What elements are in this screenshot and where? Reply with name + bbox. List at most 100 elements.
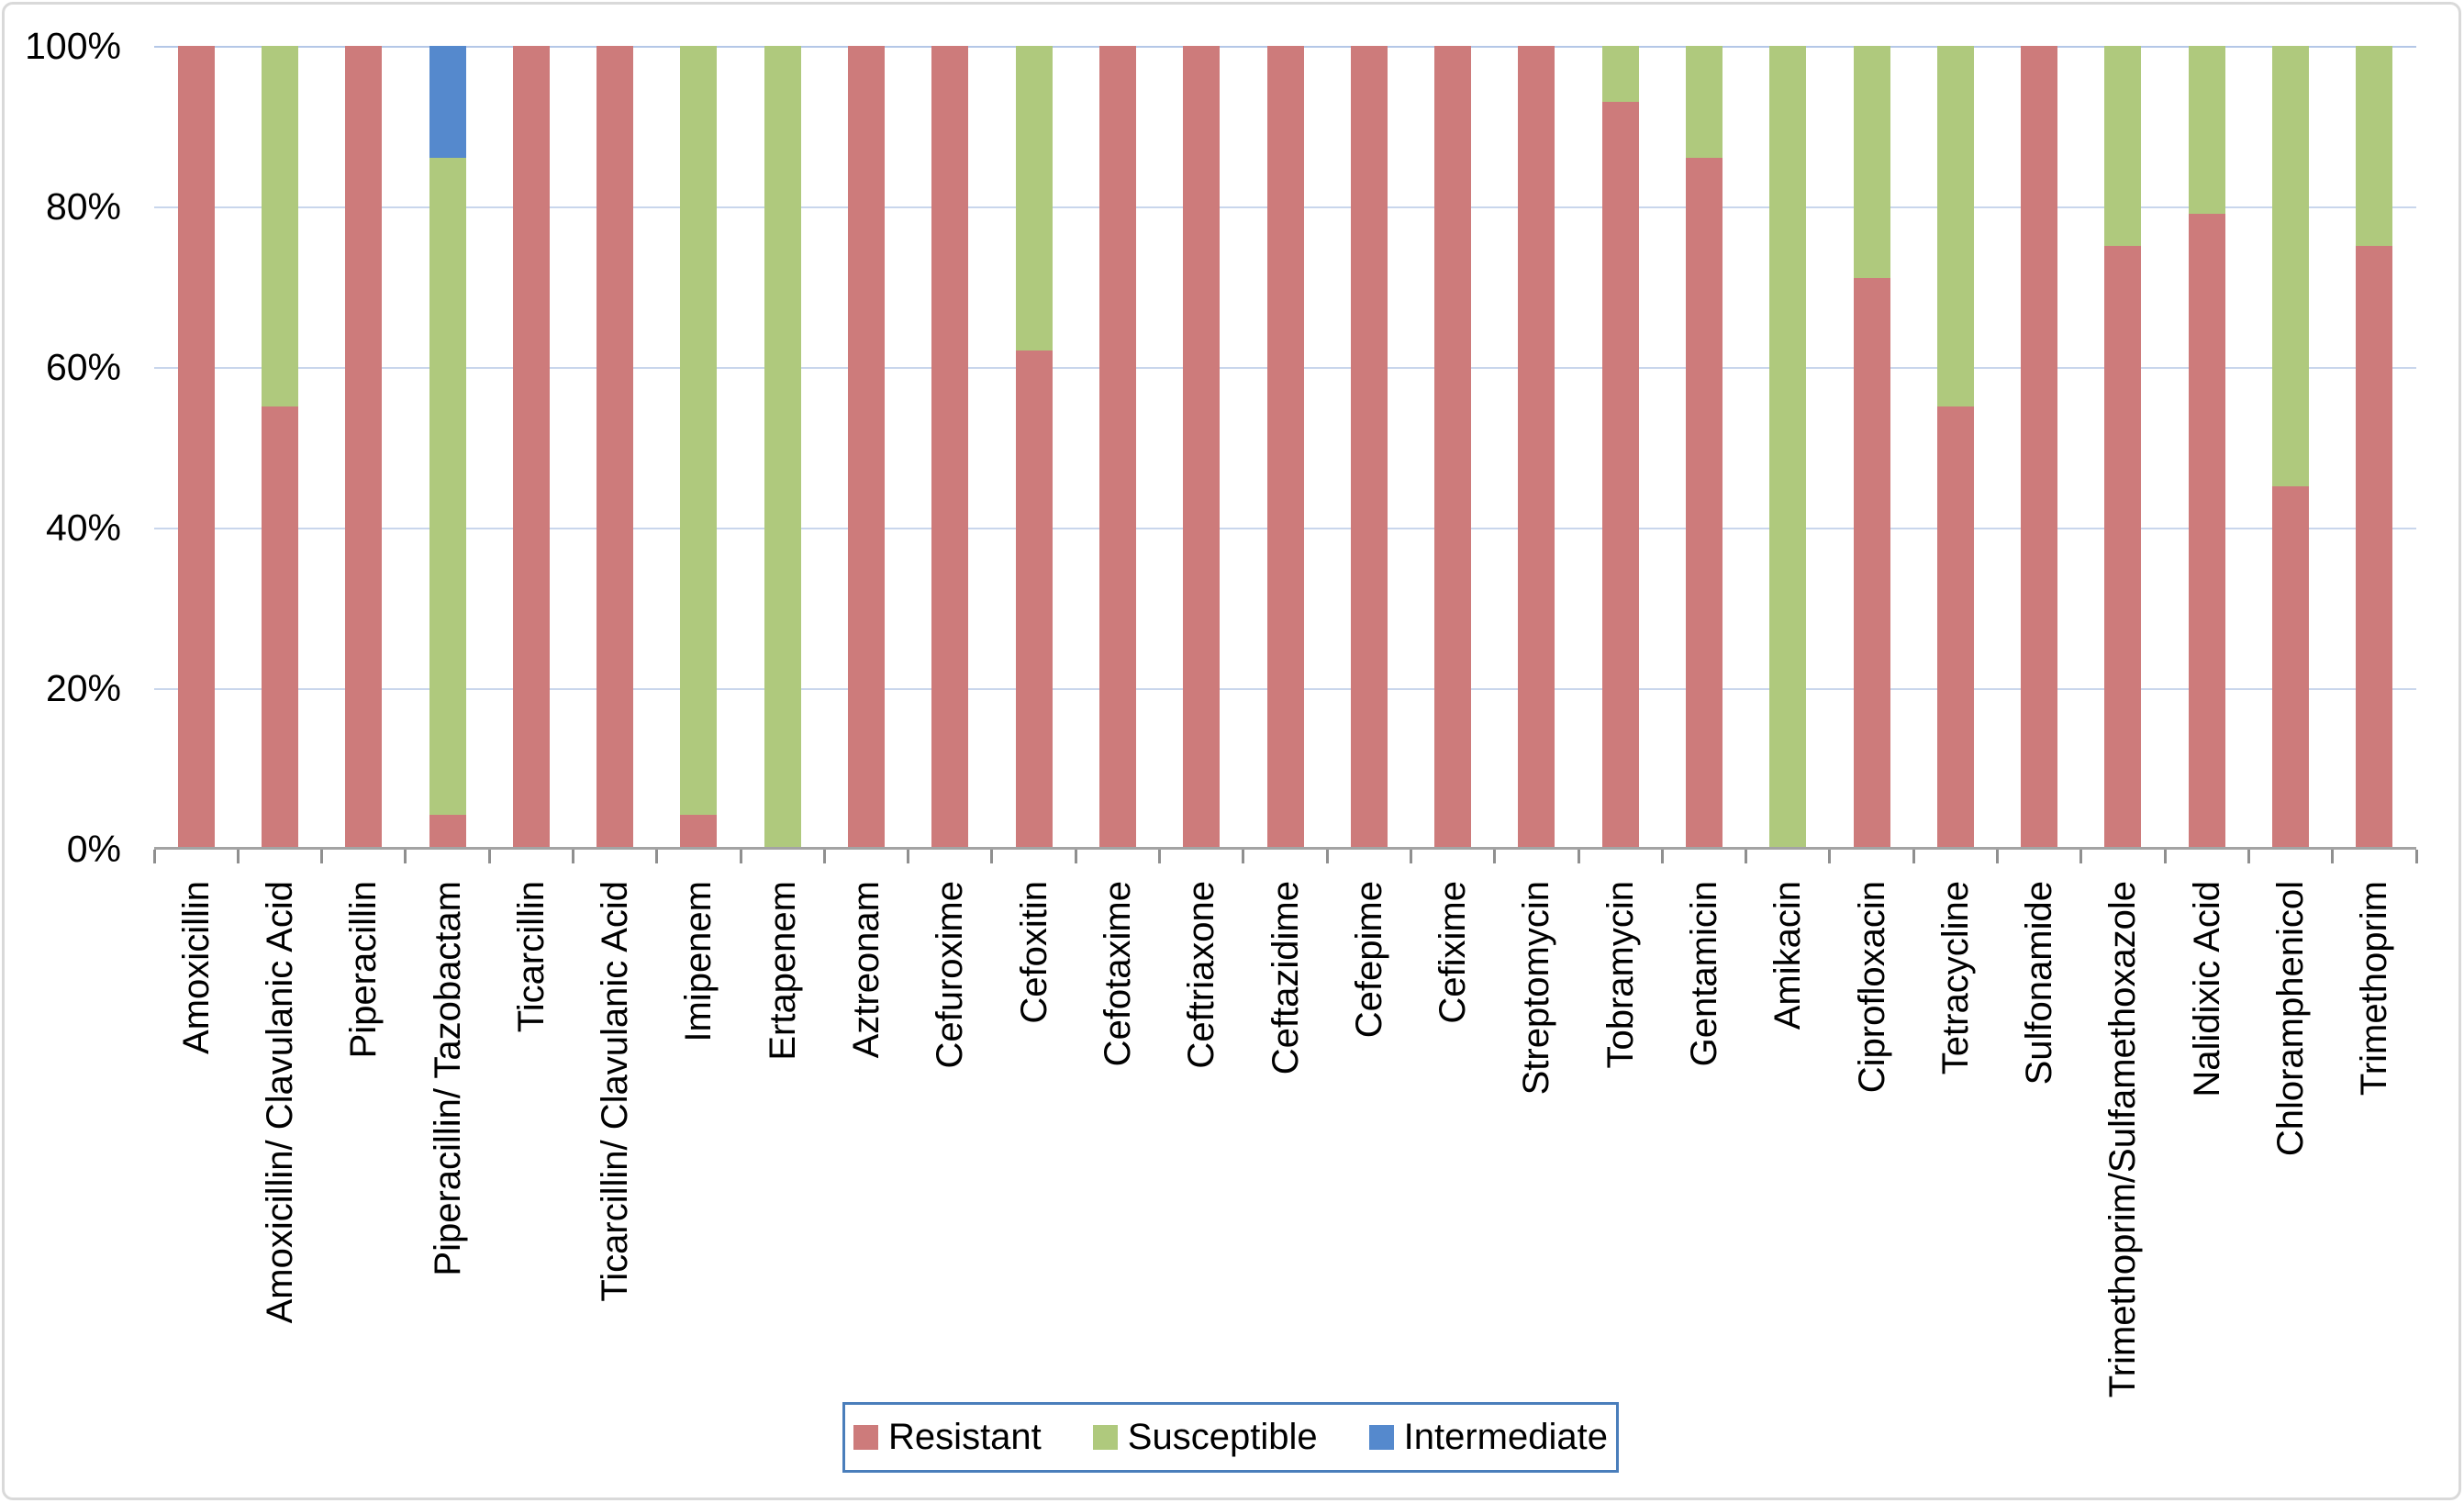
x-axis-label: Gentamicin bbox=[1683, 881, 1724, 1067]
stacked-bar bbox=[2021, 46, 2058, 847]
tick-mark bbox=[822, 850, 826, 863]
bar-slot bbox=[1662, 46, 1745, 847]
bar-slot bbox=[1243, 46, 1327, 847]
bar-segment-resistant bbox=[1601, 102, 1639, 847]
bar-segment-resistant bbox=[1936, 406, 1974, 847]
bar-segment-susceptible bbox=[1936, 46, 1974, 406]
legend-item: Resistant bbox=[853, 1417, 1042, 1458]
bar-segment-resistant bbox=[2104, 246, 2142, 847]
stacked-bar bbox=[1853, 46, 1890, 847]
x-axis-label: Aztreonam bbox=[846, 881, 887, 1059]
x-axis-label: Imipenem bbox=[678, 881, 719, 1042]
x-axis-label: Piperacillin/ Tazobactam bbox=[427, 881, 468, 1276]
stacked-bar bbox=[1936, 46, 1974, 847]
x-axis-label: Ticarcillin/ Clavulanic Acid bbox=[595, 881, 636, 1302]
bar-segment-resistant bbox=[1266, 46, 1304, 847]
x-axis-label: Chloramphenicol bbox=[2270, 881, 2312, 1157]
stacked-bar bbox=[261, 46, 298, 847]
bar-slot bbox=[573, 46, 656, 847]
stacked-bar bbox=[1434, 46, 1472, 847]
legend-swatch-susceptible bbox=[1092, 1425, 1118, 1450]
x-axis-label: Streptomycin bbox=[1516, 881, 1557, 1096]
tick-mark bbox=[2247, 850, 2250, 863]
bar-segment-susceptible bbox=[261, 46, 298, 406]
tick-mark bbox=[487, 850, 491, 863]
bar-segment-resistant bbox=[177, 46, 215, 847]
bar-slot bbox=[2248, 46, 2332, 847]
stacked-bar bbox=[1266, 46, 1304, 847]
bar-slot bbox=[1076, 46, 1159, 847]
x-axis-label: Amoxicillin/ Clavulanic Acid bbox=[259, 881, 300, 1324]
bar-slot bbox=[238, 46, 321, 847]
tick-mark bbox=[571, 850, 574, 863]
x-axis-label: Amoxicillin bbox=[175, 881, 217, 1054]
bar-segment-resistant bbox=[848, 46, 886, 847]
tick-mark bbox=[907, 850, 910, 863]
bar-segment-resistant bbox=[2272, 486, 2310, 847]
tick-mark bbox=[236, 850, 240, 863]
bar-segment-resistant bbox=[345, 46, 383, 847]
stacked-bar bbox=[2356, 46, 2393, 847]
tick-mark bbox=[2331, 850, 2335, 863]
tick-mark bbox=[152, 850, 156, 863]
bar-slot bbox=[322, 46, 406, 847]
tick-mark bbox=[2079, 850, 2083, 863]
legend-label: Resistant bbox=[888, 1417, 1042, 1457]
y-axis-label: 0% bbox=[66, 828, 121, 870]
bar-segment-resistant bbox=[1518, 46, 1555, 847]
stacked-bar bbox=[429, 46, 466, 847]
tick-mark bbox=[1242, 850, 1245, 863]
bar-segment-resistant bbox=[1350, 46, 1388, 847]
bar-slot bbox=[1913, 46, 1997, 847]
stacked-bar bbox=[1350, 46, 1388, 847]
tick-mark bbox=[1912, 850, 1915, 863]
bar-segment-resistant bbox=[1685, 158, 1723, 847]
legend-label: Intermediate bbox=[1403, 1417, 1608, 1457]
bar-slot bbox=[824, 46, 908, 847]
tick-mark bbox=[655, 850, 659, 863]
stacked-bar bbox=[848, 46, 886, 847]
bar-slot bbox=[992, 46, 1076, 847]
stacked-bar bbox=[1183, 46, 1221, 847]
tick-mark bbox=[1660, 850, 1664, 863]
tick-mark bbox=[2163, 850, 2167, 863]
bar-slot bbox=[1746, 46, 1830, 847]
stacked-bar bbox=[596, 46, 634, 847]
tick-mark bbox=[1577, 850, 1580, 863]
x-axis-label: Ciprofloxacin bbox=[1851, 881, 1892, 1094]
bar-segment-resistant bbox=[429, 815, 466, 847]
tick-mark bbox=[2414, 850, 2418, 863]
bars-container bbox=[154, 46, 2416, 847]
bar-segment-resistant bbox=[261, 406, 298, 847]
bar-segment-susceptible bbox=[1769, 46, 1807, 847]
tick-mark bbox=[1745, 850, 1748, 863]
bar-segment-resistant bbox=[2356, 246, 2393, 847]
bar-slot bbox=[154, 46, 238, 847]
legend-swatch-resistant bbox=[853, 1425, 879, 1450]
tick-mark bbox=[739, 850, 742, 863]
stacked-bar bbox=[1518, 46, 1555, 847]
legend: Resistant Susceptible Intermediate bbox=[842, 1402, 1619, 1473]
tick-mark bbox=[1996, 850, 2000, 863]
x-axis-line bbox=[154, 847, 2416, 850]
stacked-bar bbox=[177, 46, 215, 847]
tick-mark bbox=[1828, 850, 1832, 863]
x-axis-label: Nalidixic Acid bbox=[2186, 881, 2227, 1097]
bar-segment-susceptible bbox=[1853, 46, 1890, 279]
bar-slot bbox=[2333, 46, 2416, 847]
x-axis-label: Piperacillin bbox=[343, 881, 385, 1059]
bar-segment-intermediate bbox=[429, 46, 466, 159]
stacked-bar bbox=[2272, 46, 2310, 847]
tick-mark bbox=[1409, 850, 1412, 863]
tick-mark bbox=[1074, 850, 1077, 863]
legend-item: Susceptible bbox=[1092, 1417, 1318, 1458]
stacked-bar bbox=[1098, 46, 1136, 847]
x-axis-label: Cefuroxime bbox=[930, 881, 971, 1069]
y-axis-label: 20% bbox=[45, 667, 121, 709]
bar-slot bbox=[406, 46, 489, 847]
bar-slot bbox=[2165, 46, 2248, 847]
bar-segment-resistant bbox=[2188, 214, 2225, 847]
bar-segment-susceptible bbox=[2104, 46, 2142, 247]
tick-mark bbox=[990, 850, 994, 863]
bar-slot bbox=[1495, 46, 1578, 847]
